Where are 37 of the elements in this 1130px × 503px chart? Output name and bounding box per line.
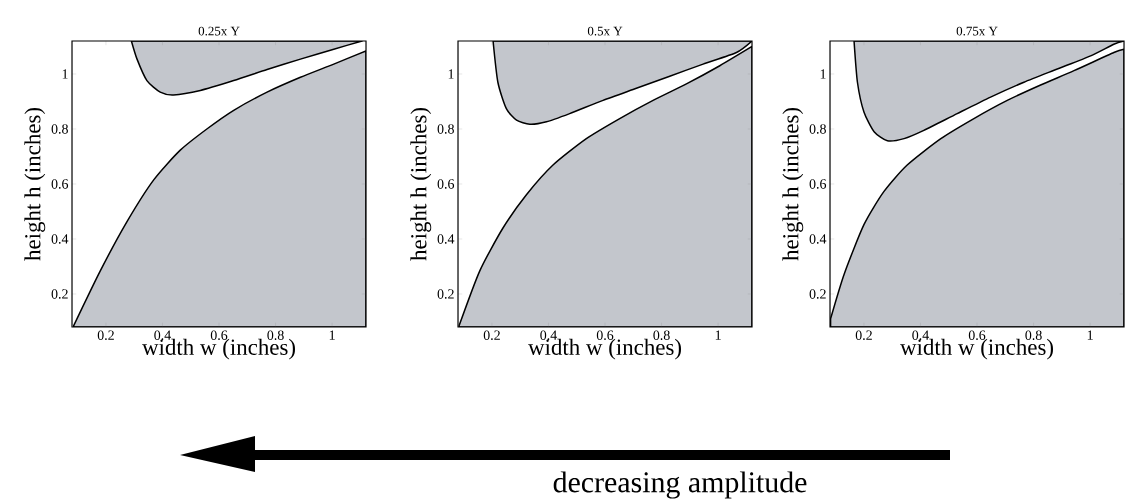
y-tick-label: 0.8	[809, 124, 826, 134]
text: decreasing amplitude	[553, 471, 807, 499]
y-tick-label: 1	[448, 69, 454, 79]
x-tick-label: 0.8	[1025, 330, 1042, 340]
x-tick-label: 0.6	[596, 330, 614, 340]
x-tick-label: 0.6	[210, 330, 228, 340]
y-axis-title: height h (inches)	[24, 107, 46, 261]
x-tick-label: 0.2	[97, 330, 114, 340]
y-tick-label: 0.4	[51, 234, 69, 244]
x-tick-label: 0.8	[267, 330, 284, 340]
y-tick-label: 0.6	[437, 179, 455, 189]
y-tick-label: 0.8	[51, 124, 68, 134]
x-tick-label: 0.4	[154, 330, 171, 340]
x-tick-label: 0.4	[912, 330, 929, 340]
y-tick-label: 1	[62, 69, 68, 79]
chart-title: 0.25x Y	[198, 26, 240, 36]
y-tick-label: 0.2	[437, 289, 454, 299]
y-axis-title: height h (inches)	[782, 107, 804, 261]
y-tick-label: 0.2	[51, 289, 68, 299]
chart-title: 0.75x Y	[956, 26, 998, 36]
x-tick-label: 0.8	[653, 330, 670, 340]
x-tick-label: 1	[1087, 330, 1093, 340]
x-tick-label: 0.4	[540, 330, 557, 340]
x-tick-label: 0.2	[855, 330, 872, 340]
x-tick-label: 1	[715, 330, 721, 340]
x-tick-label: 0.6	[968, 330, 986, 340]
y-tick-label: 1	[820, 69, 826, 79]
y-tick-label: 0.6	[51, 179, 69, 189]
y-tick-label: 0.4	[809, 234, 827, 244]
y-tick-label: 0.6	[809, 179, 827, 189]
chart-title: 0.5x Y	[587, 26, 623, 36]
y-axis-title: height h (inches)	[410, 107, 432, 261]
y-tick-label: 0.4	[437, 234, 455, 244]
y-tick-label: 0.2	[809, 289, 826, 299]
x-tick-label: 1	[329, 330, 335, 340]
y-tick-label: 0.8	[437, 124, 454, 134]
x-tick-label: 0.2	[483, 330, 500, 340]
